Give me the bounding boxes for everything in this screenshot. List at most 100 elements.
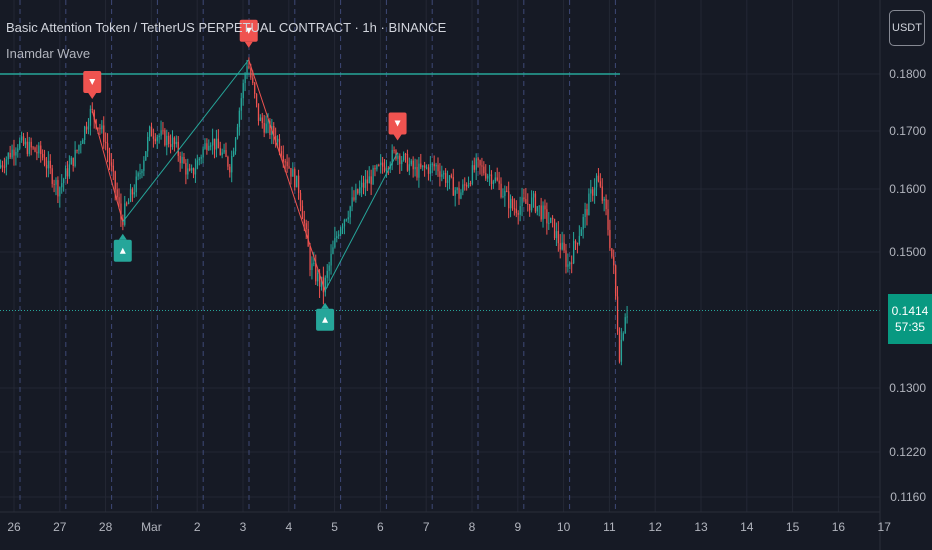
candle-body xyxy=(223,149,225,153)
candle-body xyxy=(238,110,241,128)
candle-body xyxy=(330,253,332,266)
candle-body xyxy=(416,167,418,178)
candle-body xyxy=(599,181,602,187)
candle-body xyxy=(339,228,342,235)
candle-body xyxy=(576,243,579,245)
candle-body xyxy=(366,179,369,184)
candle-body xyxy=(382,162,384,167)
candle-body xyxy=(376,165,378,170)
price-axis-tick: 0.1500 xyxy=(889,245,926,259)
candle-body xyxy=(106,143,109,153)
candle-body xyxy=(446,180,449,183)
candle-body xyxy=(456,187,458,191)
candle-body xyxy=(530,197,533,211)
candle-body xyxy=(47,160,50,169)
candle-body xyxy=(89,108,92,126)
candle-body xyxy=(68,164,71,177)
candle-body xyxy=(286,161,288,167)
candle-body xyxy=(3,166,6,168)
candle-body xyxy=(326,270,328,278)
candle-body xyxy=(536,206,539,212)
candle-body xyxy=(374,168,376,170)
candle-body xyxy=(294,169,296,188)
candle-body xyxy=(252,77,254,84)
buy-signal-pointer xyxy=(321,302,330,309)
candle-body xyxy=(347,217,349,220)
candle-body xyxy=(542,205,544,220)
candle-body xyxy=(387,168,390,170)
candle-body xyxy=(445,173,447,183)
candle-body xyxy=(494,177,496,182)
candle-body xyxy=(483,166,485,174)
candle-body xyxy=(338,234,340,237)
candle-body xyxy=(508,191,510,209)
candle-body xyxy=(477,158,479,161)
wave-segment xyxy=(91,110,124,222)
candle-body xyxy=(515,208,517,214)
candle-body xyxy=(233,151,235,157)
candle-body xyxy=(63,179,65,184)
candle-body xyxy=(427,167,430,174)
current-price-tag: 0.1414 57:35 xyxy=(888,294,932,344)
candle-body xyxy=(559,243,561,250)
candle-body xyxy=(303,218,305,224)
candle-body xyxy=(129,189,132,202)
candle-body xyxy=(315,262,317,282)
candle-body xyxy=(269,121,271,135)
candle-body xyxy=(584,209,586,218)
candle-body xyxy=(362,182,365,188)
candle-body xyxy=(500,183,502,197)
candle-body xyxy=(616,296,619,332)
indicator-name[interactable]: Inamdar Wave xyxy=(6,46,91,61)
candle-body xyxy=(204,143,206,149)
candle-body xyxy=(412,160,414,170)
candle-body xyxy=(261,117,263,124)
candle-body xyxy=(267,121,269,124)
candle-body xyxy=(118,197,120,204)
time-axis-tick: 8 xyxy=(469,520,476,534)
candle-body xyxy=(64,168,67,180)
candle-body xyxy=(605,198,607,210)
candle-body xyxy=(103,125,105,142)
candle-body xyxy=(546,209,548,224)
candle-body xyxy=(613,256,615,266)
candle-body xyxy=(97,127,99,129)
candle-body xyxy=(80,143,82,146)
candle-body xyxy=(53,183,55,185)
candle-body xyxy=(11,149,13,158)
candle-body xyxy=(299,192,302,206)
candle-body xyxy=(38,145,40,154)
candle-body xyxy=(305,223,307,230)
candle-body xyxy=(200,157,202,159)
candle-body xyxy=(162,130,164,132)
candle-body xyxy=(126,203,128,205)
candle-body xyxy=(133,192,135,195)
sell-arrow-icon xyxy=(89,79,96,86)
currency-button[interactable]: USDT xyxy=(889,10,925,46)
candle-body xyxy=(525,199,527,204)
candle-body xyxy=(13,149,15,156)
candle-body xyxy=(517,213,519,215)
candle-body xyxy=(309,246,311,271)
candle-body xyxy=(108,152,111,163)
candle-body xyxy=(158,135,160,138)
candle-body xyxy=(332,247,334,254)
candle-body xyxy=(278,138,281,152)
symbol-title: Basic Attention Token / TetherUS PERPETU… xyxy=(6,20,447,35)
candle-body xyxy=(551,217,554,219)
candle-body xyxy=(467,183,470,187)
candle-body xyxy=(406,154,409,171)
candle-body xyxy=(141,170,143,174)
candle-body xyxy=(183,157,185,164)
candle-body xyxy=(324,277,326,293)
wave-segment xyxy=(248,59,326,291)
candle-body xyxy=(548,222,550,224)
candle-body xyxy=(357,189,359,194)
candle-body xyxy=(191,168,193,171)
candle-body xyxy=(177,141,179,156)
candle-body xyxy=(208,145,210,150)
candle-body xyxy=(74,149,76,167)
candle-body xyxy=(435,164,437,167)
